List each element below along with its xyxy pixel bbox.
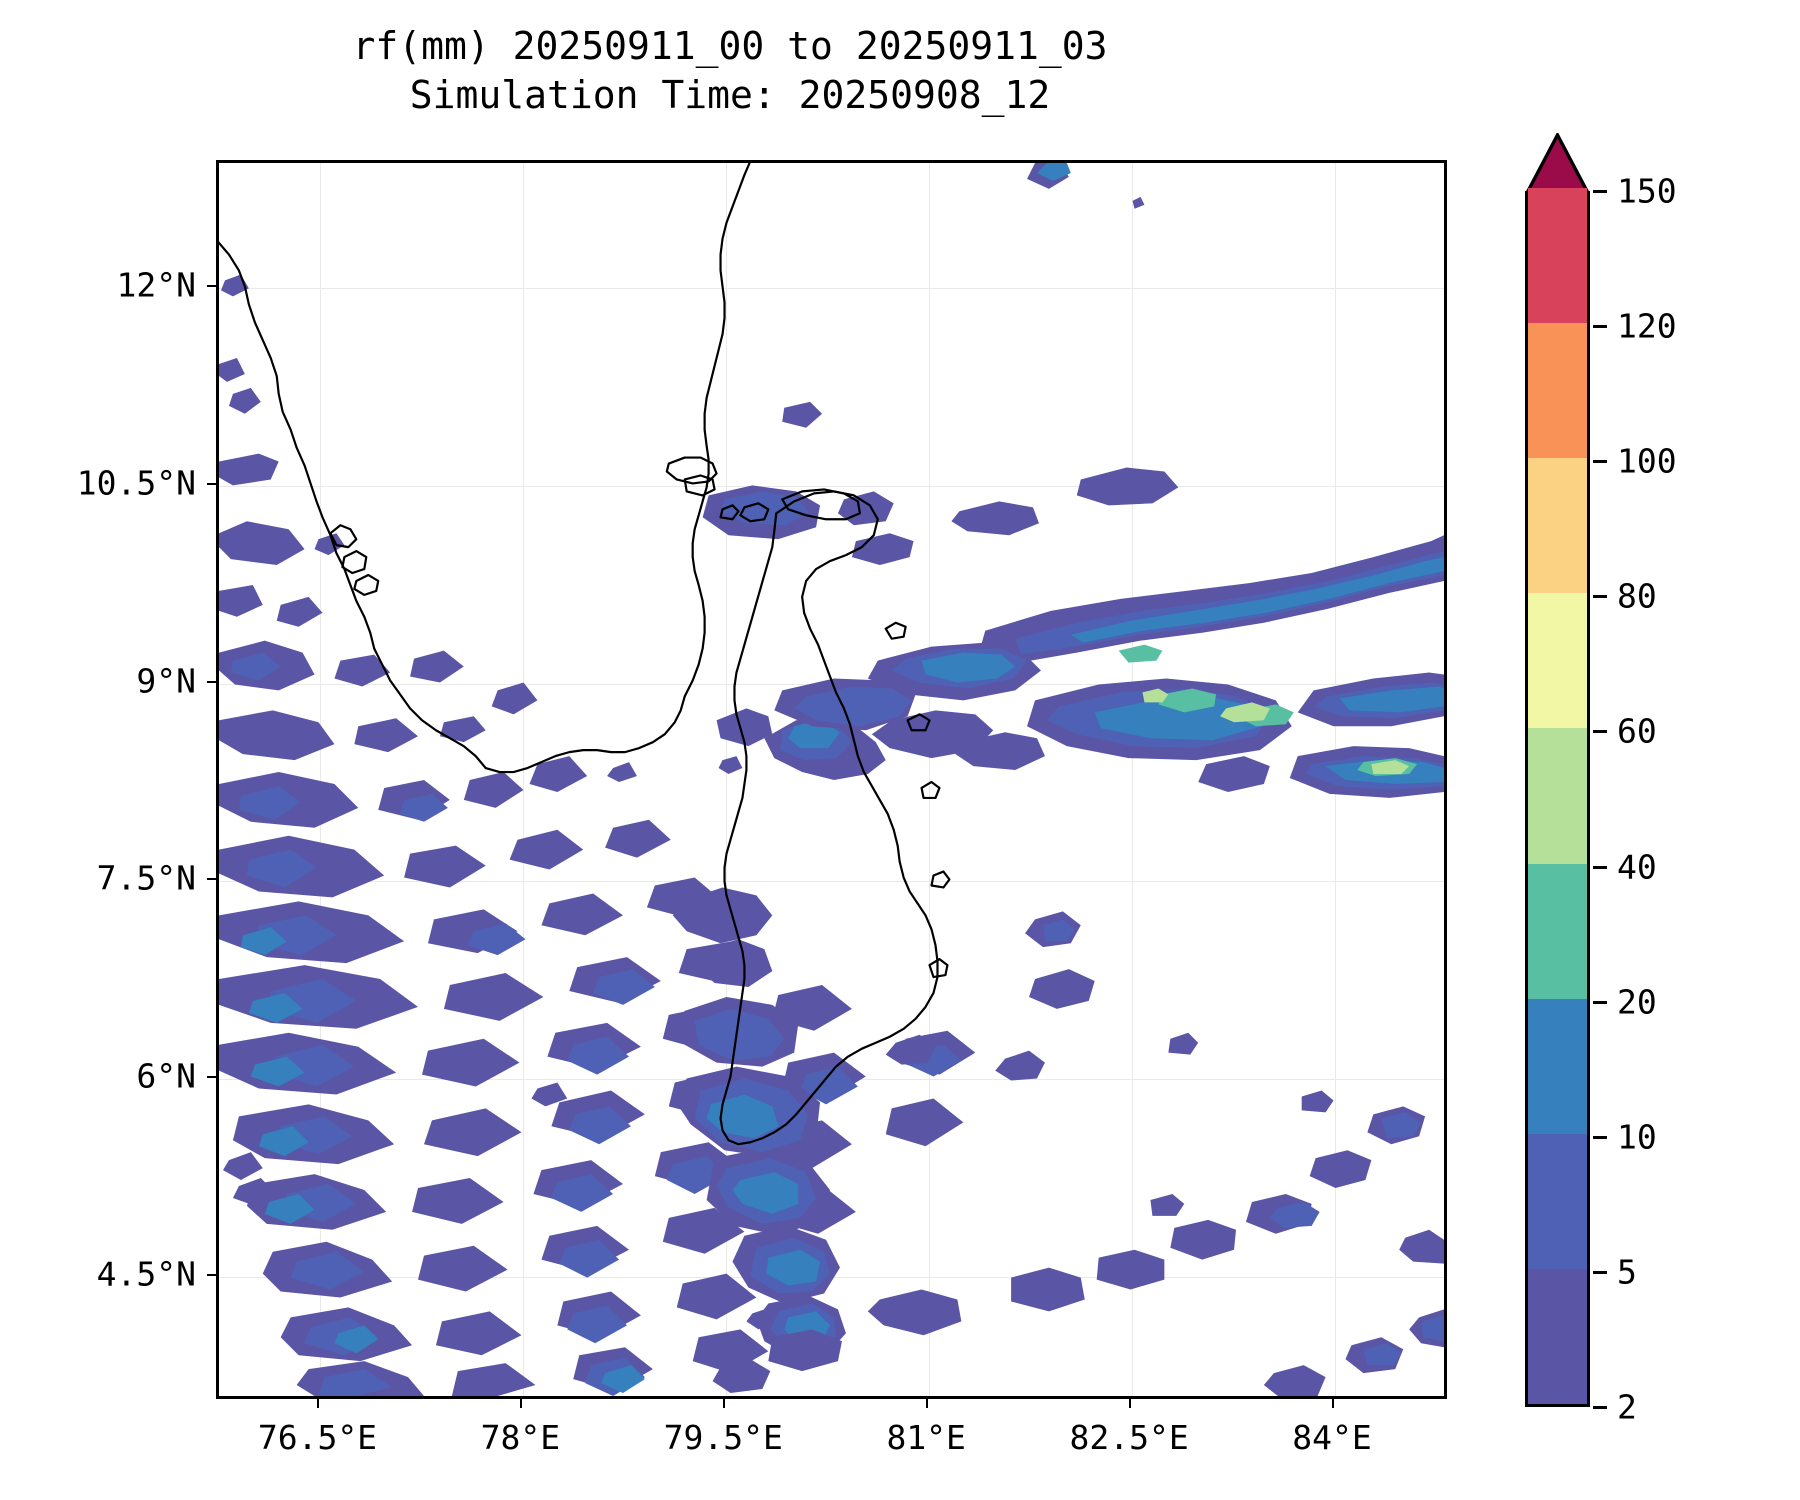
colorbar-tick-mark <box>1593 730 1607 734</box>
colorbar-tick-mark <box>1593 190 1607 193</box>
gridline-vertical <box>320 163 322 1396</box>
colorbar-band <box>1528 1268 1587 1404</box>
y-axis-tick-mark <box>207 285 216 288</box>
colorbar-tick-label: 5 <box>1617 1252 1637 1292</box>
colorbar-tick-label: 40 <box>1617 847 1657 887</box>
x-axis-tick-mark <box>1332 1399 1335 1408</box>
gridline-vertical <box>523 163 525 1396</box>
x-axis-tick-label: 76.5°E <box>257 1418 378 1457</box>
y-axis-tick-mark <box>207 878 216 881</box>
colorbar-band <box>1528 863 1587 999</box>
colorbar-band <box>1528 728 1587 864</box>
chart-title: rf(mm) 20250911_00 to 20250911_03 Simula… <box>0 22 1460 121</box>
x-axis-tick-label: 84°E <box>1292 1418 1372 1457</box>
colorbar-tick-label: 2 <box>1617 1387 1637 1427</box>
gridline-horizontal <box>219 485 1444 487</box>
colorbar-tick-mark <box>1593 865 1607 869</box>
coastlines <box>219 163 951 1146</box>
title-line-1: rf(mm) 20250911_00 to 20250911_03 <box>352 24 1108 68</box>
gridline-horizontal <box>219 881 1444 883</box>
colorbar-tick-mark <box>1593 1000 1607 1004</box>
x-axis-tick-label: 81°E <box>886 1418 966 1457</box>
y-axis-tick-label: 12°N <box>116 265 196 305</box>
colorbar-band <box>1528 1133 1587 1269</box>
x-axis-tick-mark <box>520 1399 523 1408</box>
y-axis-tick-label: 10.5°N <box>76 463 196 503</box>
gridline-vertical <box>1132 163 1134 1396</box>
colorbar-tick-label: 100 <box>1617 441 1677 481</box>
map-canvas <box>219 163 1444 1396</box>
colorbar-tick-label: 120 <box>1617 306 1677 346</box>
colorbar-tick-mark <box>1593 325 1607 329</box>
x-axis-tick-mark <box>926 1399 929 1408</box>
x-axis-tick-mark <box>723 1399 726 1408</box>
map-graphics <box>219 163 1444 1396</box>
colorbar-tick-mark <box>1593 595 1607 599</box>
colorbar-band <box>1528 323 1587 459</box>
x-axis-tick-label: 82.5°E <box>1069 1418 1189 1457</box>
gridline-horizontal <box>219 288 1444 290</box>
y-axis-tick-mark <box>207 680 216 683</box>
colorbar-band <box>1528 188 1587 324</box>
colorbar-tick-mark <box>1593 1135 1607 1139</box>
x-axis-tick-label: 78°E <box>480 1418 561 1457</box>
colorbar-band <box>1528 998 1587 1134</box>
map-plot-area <box>216 160 1447 1399</box>
colorbar-tick-label: 20 <box>1617 982 1657 1022</box>
y-axis-tick-label: 4.5°N <box>96 1254 196 1294</box>
y-axis-tick-mark <box>207 1273 216 1276</box>
y-axis-tick-label: 6°N <box>136 1056 196 1096</box>
colorbar-tick-mark <box>1593 1406 1607 1409</box>
y-axis-tick-label: 9°N <box>136 661 196 701</box>
colorbar-tick-mark <box>1593 460 1607 464</box>
colorbar-tick-label: 80 <box>1617 576 1657 616</box>
y-axis-tick-label: 7.5°N <box>96 858 196 898</box>
colorbar-tick-label: 10 <box>1617 1117 1657 1157</box>
colorbar-band <box>1528 593 1587 729</box>
colorbar[interactable] <box>1525 188 1590 1407</box>
gridline-vertical <box>929 163 931 1396</box>
y-axis-tick-mark <box>207 482 216 485</box>
colorbar-tick-label: 60 <box>1617 711 1657 751</box>
y-axis-tick-mark <box>207 1076 216 1079</box>
x-axis-tick-mark <box>317 1399 320 1408</box>
x-axis-tick-label: 79.5°E <box>663 1418 783 1457</box>
gridline-vertical <box>726 163 728 1396</box>
x-axis-tick-mark <box>1129 1399 1132 1408</box>
title-line-2: Simulation Time: 20250908_12 <box>409 73 1051 118</box>
colorbar-tick-label: 150 <box>1617 171 1677 211</box>
colorbar-tick-mark <box>1593 1270 1607 1274</box>
rainfall-contours <box>219 163 1444 1396</box>
colorbar-band <box>1528 458 1587 594</box>
